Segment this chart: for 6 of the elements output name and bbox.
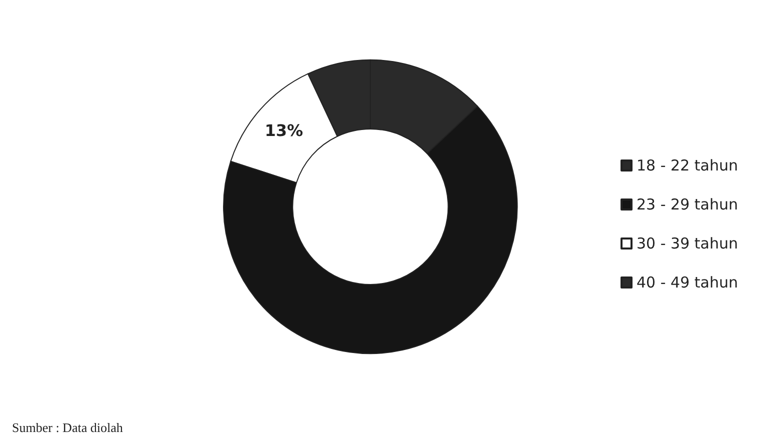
legend-label: 18 - 22 tahun xyxy=(636,156,738,174)
legend-label: 30 - 39 tahun xyxy=(636,234,738,252)
data-label: 13% xyxy=(264,120,304,140)
legend-label: 40 - 49 tahun xyxy=(636,274,738,292)
text: Sumber : Data diolah xyxy=(12,420,124,435)
legend-label: 23 - 29 tahun xyxy=(636,196,738,214)
